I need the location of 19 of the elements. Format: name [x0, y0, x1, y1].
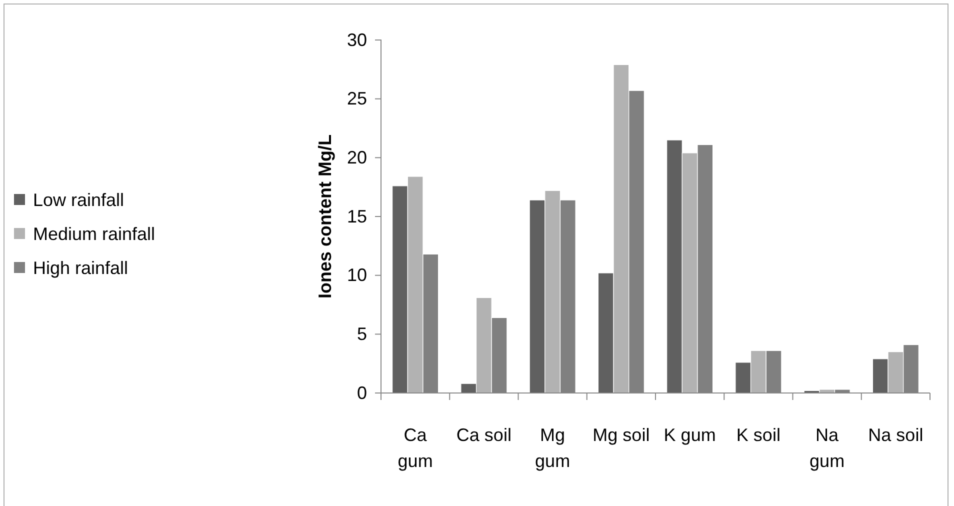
- x-tick-label: Na gum: [810, 425, 845, 471]
- legend-label: Low rainfall: [33, 190, 124, 210]
- y-tick-label: 20: [346, 147, 367, 168]
- y-tick-label: 25: [346, 88, 367, 109]
- y-tick-label: 0: [356, 382, 367, 403]
- legend-label: Medium rainfall: [33, 224, 156, 244]
- x-tick-label: Mg gum: [535, 425, 570, 471]
- x-tick-label: Na soil: [868, 425, 924, 445]
- y-axis-title: Iones content Mg/L: [315, 134, 335, 298]
- x-tick-label: Mg soil: [592, 425, 650, 445]
- x-tick-label: K gum: [664, 425, 716, 445]
- x-tick-label: Ca soil: [456, 425, 512, 445]
- y-tick-label: 10: [346, 265, 367, 286]
- y-tick-label: 30: [346, 30, 367, 50]
- y-tick-label: 5: [356, 324, 367, 344]
- y-tick-label: 15: [346, 206, 367, 226]
- x-tick-label: Ca gum: [398, 425, 433, 471]
- x-tick-label: K soil: [736, 425, 780, 445]
- legend-label: High rainfall: [33, 258, 128, 278]
